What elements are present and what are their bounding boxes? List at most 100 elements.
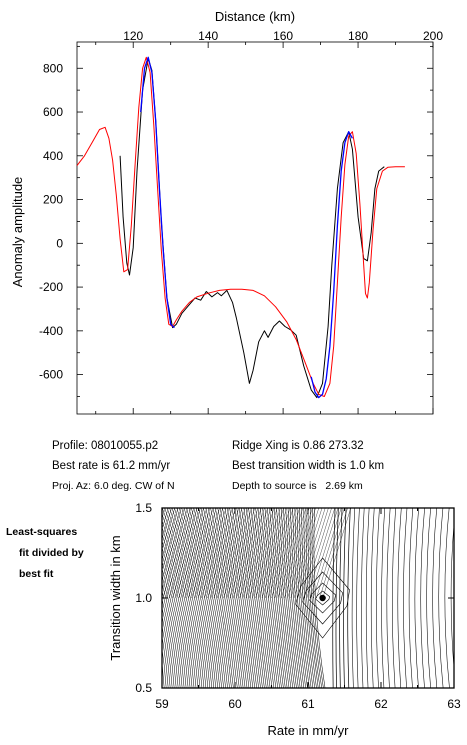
contour-line (295, 557, 350, 639)
contour-line (370, 508, 375, 688)
contour-line (162, 508, 166, 519)
y-tick-label: 800 (43, 61, 63, 75)
y-tick-label: 400 (43, 149, 63, 163)
contour-line (162, 567, 185, 688)
contour-line (381, 508, 386, 688)
contour-line (332, 508, 336, 688)
contour-line (303, 508, 317, 688)
profile-text: Profile: 08010055.p2 (52, 440, 158, 452)
contour-line (185, 508, 214, 599)
x-tick-label: 140 (198, 29, 218, 43)
contour-line (261, 508, 291, 599)
contour-line (408, 508, 414, 688)
y-tick-label: -600 (39, 368, 63, 382)
contour-line (249, 508, 278, 599)
contour-line (361, 508, 365, 688)
y-tick-label: 0 (56, 236, 63, 250)
contour-line (217, 508, 246, 599)
contour-line (265, 508, 294, 599)
contour-line (238, 508, 265, 688)
contour-line (313, 508, 342, 599)
contour-line (205, 508, 238, 688)
contour-line (302, 571, 343, 625)
contour-line (464, 508, 467, 688)
contour-line (169, 508, 209, 688)
contour-line (176, 508, 215, 688)
y-tick-label: 0.5 (135, 681, 152, 695)
best-fit-marker (319, 594, 326, 602)
contour-line (231, 508, 259, 688)
contour-line (178, 508, 207, 599)
contour-line (203, 508, 236, 688)
contour-line (397, 508, 402, 688)
side-label-line-3: best fit (19, 568, 54, 580)
contour-line (294, 508, 310, 688)
contour-line (233, 508, 262, 599)
contour-line (162, 526, 197, 688)
x-tick-label: 60 (228, 697, 242, 711)
contour-line (403, 508, 408, 688)
contour-line (392, 508, 396, 688)
contour-line (181, 508, 211, 599)
contour-line (181, 508, 219, 688)
contour-line (267, 508, 288, 688)
contour-line (457, 508, 462, 688)
contour-line (343, 508, 347, 688)
contour-line (215, 508, 246, 688)
contour-line (162, 540, 193, 688)
contour-line (162, 553, 189, 688)
contour-line (213, 508, 243, 599)
contour-line (222, 508, 252, 688)
contour-line (191, 508, 220, 599)
contour-line (162, 598, 177, 688)
x-tick-label: 120 (123, 29, 143, 43)
contour-line (313, 508, 326, 688)
contour-line (220, 508, 249, 599)
contour-line (339, 508, 343, 688)
contour-x-axis: 59 60 61 62 63 (155, 508, 461, 711)
depth-to-source-text: Depth to source is 2.69 km (232, 480, 363, 492)
anomaly-x-axis-label: Distance (km) (215, 9, 295, 24)
contour-line (335, 508, 339, 688)
contour-line (223, 508, 252, 599)
contour-line (197, 508, 227, 599)
x-tick-label: 180 (348, 29, 368, 43)
contour-line (264, 508, 286, 688)
y-tick-label: 1.0 (135, 591, 152, 605)
side-label: Least-squares fit divided by best fit (6, 526, 84, 580)
contour-line (299, 508, 314, 688)
contour-line (193, 508, 228, 688)
contour-line (162, 513, 201, 688)
contour-line (284, 508, 313, 599)
contour-line (239, 508, 268, 599)
contour-line (195, 508, 230, 688)
anomaly-chart: 120 140 160 180 200 -600 -400 -200 0 200 400 600 80… (10, 9, 443, 415)
contour-line (162, 508, 179, 561)
x-tick-label: 61 (301, 697, 315, 711)
contour-line (204, 508, 233, 599)
contour-line (234, 508, 261, 688)
contour-line (444, 508, 450, 688)
contour-line (274, 508, 303, 599)
contour-x-axis-label: Rate in mm/yr (268, 723, 350, 738)
contour-line (236, 508, 263, 688)
contour-line (309, 508, 339, 599)
contour-line (255, 508, 284, 599)
contour-line (303, 508, 332, 599)
contour-line (301, 508, 315, 688)
profile-info: Profile: 08010055.p2 Ridge Xing is 0.86 … (52, 440, 384, 492)
contour-line (212, 508, 244, 688)
contour-line (258, 508, 287, 599)
anomaly-y-axis-label: Anomaly amplitude (10, 177, 25, 288)
y-tick-label: 1.5 (135, 501, 152, 515)
contour-line (171, 508, 211, 688)
contour-line (243, 508, 269, 688)
contour-line (245, 508, 271, 688)
contour-line (438, 508, 444, 688)
x-tick-label: 160 (273, 29, 293, 43)
contour-line (165, 508, 195, 599)
contour-line (255, 508, 278, 688)
contour-line (347, 508, 351, 688)
projection-azimuth-text: Proj. Az: 6.0 deg. CW of N (52, 480, 175, 492)
contour-line (166, 508, 207, 688)
